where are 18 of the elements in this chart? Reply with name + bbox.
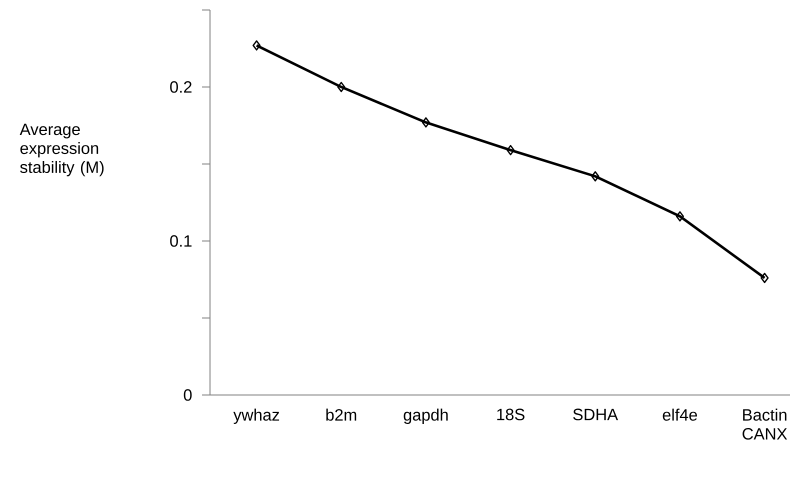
x-tick-label: SDHA [573,408,618,420]
point [422,117,430,128]
point [676,211,684,222]
point [337,82,346,92]
y-tick-label: 0.1 [170,235,192,247]
point [760,272,769,284]
y-tick-label: 0 [184,389,192,401]
point [591,171,600,182]
y-tick-label: 0.2 [170,81,192,93]
point [252,40,261,51]
x-tick-label: 18S [497,408,524,420]
y-axis-title: Average expression stability (M) [20,124,104,176]
point [506,144,515,156]
x-tick-label: Bactin CANX [742,408,788,440]
x-tick-label: elf4e [662,408,698,421]
x-tick-label: ywhaz [233,408,280,424]
x-tick-label: gapdh [404,408,448,424]
x-tick-label: b2m [326,408,356,421]
